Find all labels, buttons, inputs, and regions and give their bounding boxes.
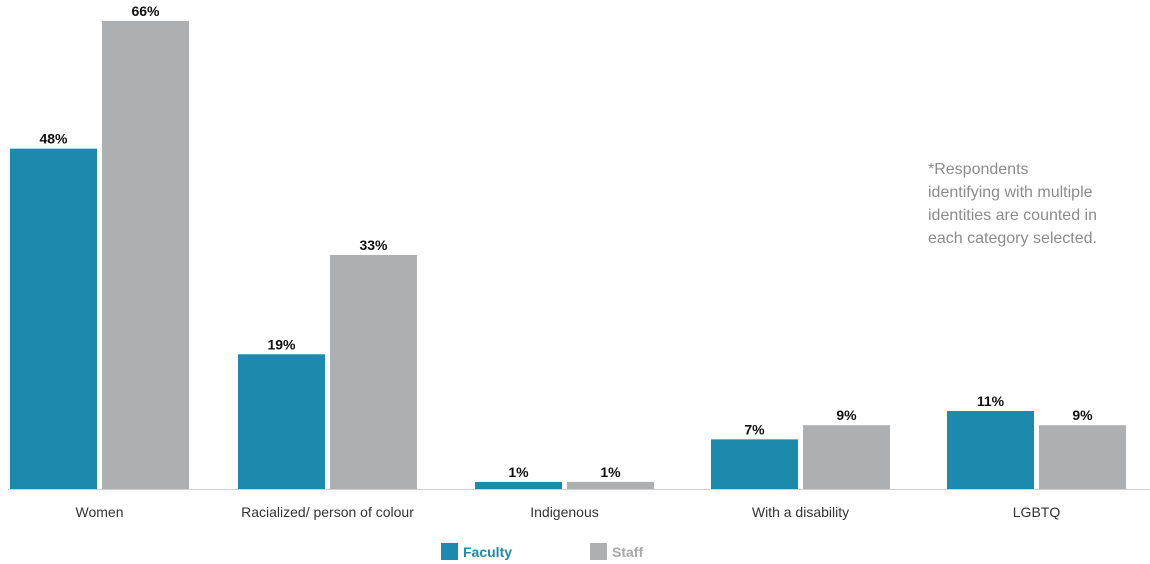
bar-disability-faculty — [711, 439, 798, 489]
legend-label-faculty: Faculty — [463, 543, 513, 560]
bar-indigenous-staff — [567, 481, 654, 489]
category-label-women: Women — [76, 504, 124, 520]
bar-women-staff — [102, 21, 189, 489]
bar-lgbtq-faculty — [947, 411, 1034, 489]
data-label-racialized-staff: 33% — [359, 237, 388, 253]
data-label-lgbtq-faculty: 11% — [977, 393, 1005, 409]
bar-women-faculty — [10, 148, 97, 490]
legend-item-staff: Staff — [590, 543, 643, 560]
footnote-line-2: identifying with multiple — [928, 184, 1093, 201]
footnote: *Respondents identifying with multiple i… — [928, 158, 1128, 250]
data-label-disability-staff: 9% — [836, 407, 857, 423]
data-label-disability-faculty: 7% — [744, 421, 765, 437]
data-label-lgbtq-staff: 9% — [1072, 407, 1093, 423]
bar-disability-staff — [803, 425, 890, 489]
bar-racialized-faculty — [238, 354, 325, 489]
category-label-lgbtq: LGBTQ — [1013, 504, 1061, 520]
data-label-women-faculty: 48% — [39, 131, 68, 147]
data-label-women-staff: 66% — [131, 3, 160, 19]
footnote-line-1: *Respondents — [928, 161, 1029, 178]
footnote-line-4: each category selected. — [928, 230, 1097, 247]
legend-swatch-faculty — [441, 543, 458, 560]
category-label-racialized: Racialized/ person of colour — [241, 504, 414, 520]
legend-item-faculty: Faculty — [441, 543, 512, 560]
legend-swatch-staff — [590, 543, 607, 560]
legend-label-staff: Staff — [612, 543, 644, 560]
data-label-indigenous-staff: 1% — [600, 464, 621, 480]
footnote-line-3: identities are counted in — [928, 207, 1097, 224]
bar-racialized-staff — [330, 255, 417, 489]
bar-lgbtq-staff — [1039, 425, 1126, 489]
bar-indigenous-faculty — [475, 481, 562, 489]
category-label-disability: With a disability — [752, 504, 849, 520]
data-label-indigenous-faculty: 1% — [508, 464, 529, 480]
data-label-racialized-faculty: 19% — [267, 336, 296, 352]
category-label-indigenous: Indigenous — [530, 504, 599, 520]
